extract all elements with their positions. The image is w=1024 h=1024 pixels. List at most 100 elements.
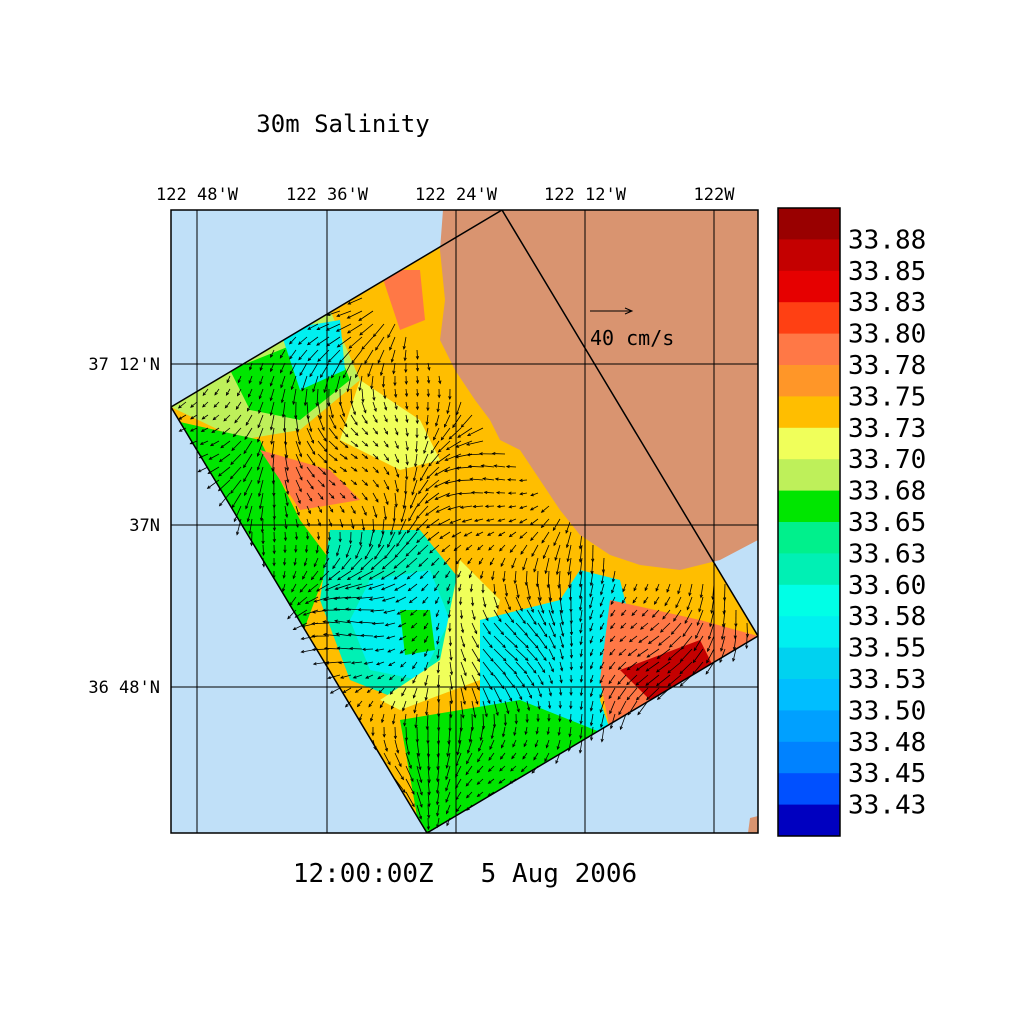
velocity-arrow <box>590 700 594 711</box>
velocity-arrow-head <box>518 478 523 483</box>
velocity-arrow <box>662 609 671 620</box>
velocity-arrow <box>331 362 341 378</box>
velocity-arrow-head <box>448 628 452 633</box>
velocity-arrow-head <box>599 638 604 643</box>
velocity-arrow <box>570 648 572 658</box>
velocity-arrow-head <box>483 490 488 495</box>
velocity-arrow <box>299 362 308 376</box>
velocity-arrow <box>436 505 451 513</box>
velocity-arrow-head <box>589 604 593 609</box>
velocity-arrow-head <box>457 434 462 438</box>
velocity-arrow-head <box>456 751 460 756</box>
velocity-arrow-head <box>199 441 204 445</box>
velocity-arrow-head <box>579 720 583 725</box>
velocity-arrow-head <box>289 355 293 360</box>
velocity-arrow-head <box>545 744 549 749</box>
velocity-arrow <box>337 647 352 650</box>
velocity-arrow <box>446 752 451 769</box>
velocity-arrow <box>305 544 308 553</box>
velocity-arrow <box>350 648 363 650</box>
velocity-arrow-head <box>404 381 408 385</box>
velocity-arrow-head <box>297 441 301 446</box>
colorbar-label: 33.53 <box>848 665 926 695</box>
velocity-arrow-head <box>524 632 528 637</box>
velocity-arrow-head <box>248 380 252 385</box>
velocity-arrow <box>378 687 385 694</box>
velocity-arrow-head <box>631 612 635 617</box>
velocity-arrow-head <box>500 631 505 636</box>
velocity-arrow <box>627 661 638 671</box>
velocity-arrow <box>536 726 539 734</box>
velocity-arrow-head <box>311 439 315 444</box>
velocity-arrow <box>482 700 488 717</box>
velocity-arrow <box>330 687 341 694</box>
velocity-arrow <box>416 401 418 410</box>
velocity-arrow-head <box>469 588 474 593</box>
velocity-arrow-head <box>269 412 273 417</box>
velocity-arrow <box>226 388 231 396</box>
velocity-arrow-head <box>436 640 440 645</box>
velocity-arrow <box>394 570 407 580</box>
velocity-arrow-head <box>589 707 594 712</box>
velocity-arrow <box>523 739 528 747</box>
velocity-arrow <box>394 492 397 507</box>
velocity-arrow <box>396 531 407 547</box>
velocity-arrow-head <box>234 419 238 424</box>
velocity-arrow-head <box>459 505 464 509</box>
velocity-arrow <box>427 804 430 818</box>
velocity-arrow <box>526 700 530 711</box>
velocity-arrow <box>460 648 466 662</box>
velocity-arrow <box>609 700 616 714</box>
velocity-arrow <box>303 609 319 616</box>
velocity-arrow-head <box>374 443 379 447</box>
velocity-arrow-head <box>599 614 603 619</box>
velocity-arrow-head <box>311 647 316 652</box>
velocity-arrow-head <box>637 711 641 716</box>
velocity-arrow-head <box>361 346 365 350</box>
velocity-arrow-head <box>415 393 420 397</box>
velocity-arrow-head <box>524 582 528 586</box>
velocity-arrow-head <box>427 838 430 841</box>
velocity-arrow <box>179 427 187 432</box>
velocity-arrow-head <box>322 633 327 637</box>
velocity-arrow <box>476 765 484 773</box>
velocity-arrow-head <box>190 404 194 408</box>
velocity-arrow-head <box>525 644 529 649</box>
velocity-arrow-head <box>458 587 462 592</box>
velocity-arrow-head <box>424 697 428 701</box>
velocity-arrow-head <box>394 503 398 508</box>
velocity-arrow <box>469 726 473 742</box>
velocity-arrow <box>317 401 322 419</box>
velocity-arrow <box>342 687 352 693</box>
velocity-arrow <box>580 687 583 696</box>
velocity-arrow-head <box>622 588 626 593</box>
velocity-arrow-head <box>609 638 614 643</box>
velocity-arrow-head <box>349 646 354 651</box>
velocity-arrow-head <box>472 504 477 509</box>
velocity-arrow <box>611 583 616 594</box>
velocity-arrow-head <box>436 626 440 631</box>
velocity-arrow <box>295 414 299 432</box>
velocity-arrow-head <box>508 533 513 538</box>
colorbar-swatch <box>778 647 840 680</box>
velocity-arrow <box>372 505 377 518</box>
velocity-arrow-head <box>218 502 223 507</box>
velocity-arrow <box>458 583 462 591</box>
velocity-arrow <box>504 700 509 714</box>
velocity-arrow-head <box>569 692 573 696</box>
velocity-arrow <box>497 505 506 508</box>
velocity-arrow <box>481 465 495 468</box>
lat-label: 36 48'N <box>88 678 160 698</box>
velocity-arrow-head <box>578 545 583 550</box>
velocity-arrow-head <box>452 424 456 429</box>
velocity-arrow-head <box>519 492 524 496</box>
velocity-arrow-head <box>529 507 534 511</box>
velocity-arrow-head <box>415 515 420 520</box>
velocity-arrow-head <box>407 587 412 592</box>
velocity-arrow-head <box>460 424 465 428</box>
velocity-arrow <box>386 635 396 639</box>
velocity-arrow-head <box>436 669 440 674</box>
velocity-arrow-head <box>322 597 327 602</box>
velocity-arrow-head <box>317 522 321 527</box>
velocity-arrow-head <box>543 657 547 662</box>
